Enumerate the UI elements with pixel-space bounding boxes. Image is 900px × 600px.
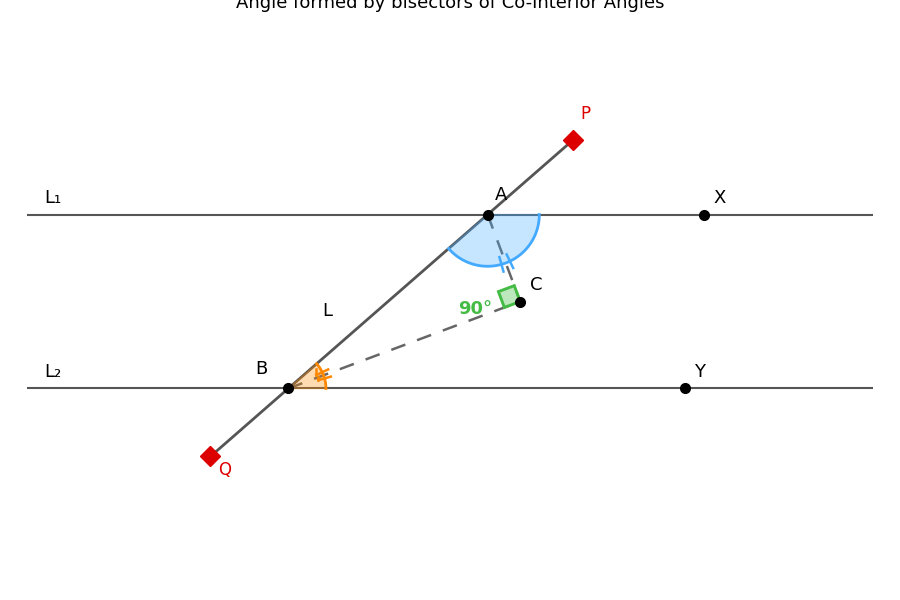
Text: X: X	[713, 189, 725, 207]
Text: Angle formed by bisectors of Co-Interior Angles: Angle formed by bisectors of Co-Interior…	[236, 0, 664, 12]
Text: 90°: 90°	[458, 300, 492, 318]
Text: L₁: L₁	[44, 189, 61, 207]
Text: L₂: L₂	[44, 363, 61, 381]
Polygon shape	[448, 215, 539, 266]
Text: L: L	[322, 302, 332, 320]
Text: A: A	[495, 187, 508, 205]
Text: P: P	[580, 106, 590, 124]
Polygon shape	[288, 364, 326, 388]
Text: Y: Y	[695, 363, 706, 381]
Text: B: B	[256, 361, 267, 379]
Polygon shape	[499, 286, 520, 307]
Text: Q: Q	[218, 461, 231, 479]
Text: C: C	[529, 276, 542, 294]
